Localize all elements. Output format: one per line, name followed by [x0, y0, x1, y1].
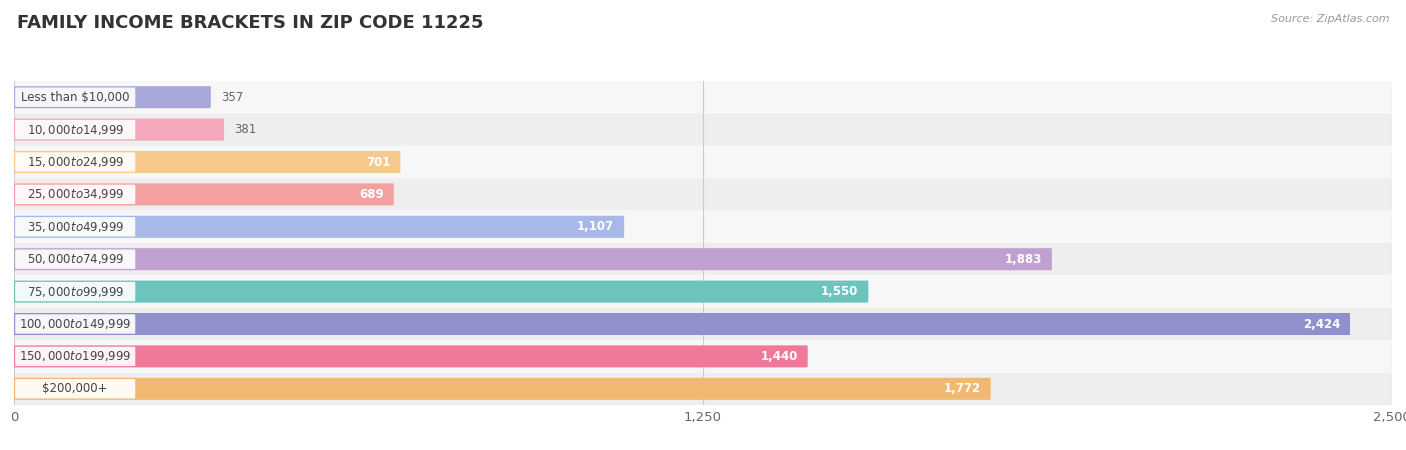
FancyBboxPatch shape: [14, 184, 394, 205]
FancyBboxPatch shape: [15, 152, 135, 172]
FancyBboxPatch shape: [15, 314, 135, 334]
Text: $150,000 to $199,999: $150,000 to $199,999: [20, 349, 131, 364]
Text: $100,000 to $149,999: $100,000 to $149,999: [20, 317, 131, 331]
Text: FAMILY INCOME BRACKETS IN ZIP CODE 11225: FAMILY INCOME BRACKETS IN ZIP CODE 11225: [17, 14, 484, 32]
FancyBboxPatch shape: [15, 379, 135, 399]
FancyBboxPatch shape: [15, 282, 135, 302]
FancyBboxPatch shape: [14, 178, 1392, 211]
FancyBboxPatch shape: [14, 373, 1392, 405]
FancyBboxPatch shape: [15, 217, 135, 237]
FancyBboxPatch shape: [14, 346, 807, 367]
FancyBboxPatch shape: [14, 308, 1392, 340]
FancyBboxPatch shape: [14, 378, 991, 400]
FancyBboxPatch shape: [14, 340, 1392, 373]
FancyBboxPatch shape: [14, 81, 1392, 113]
FancyBboxPatch shape: [14, 119, 224, 140]
Text: 1,883: 1,883: [1004, 253, 1042, 266]
Text: 381: 381: [233, 123, 256, 136]
FancyBboxPatch shape: [15, 184, 135, 204]
FancyBboxPatch shape: [14, 313, 1350, 335]
FancyBboxPatch shape: [15, 120, 135, 140]
FancyBboxPatch shape: [14, 281, 869, 302]
FancyBboxPatch shape: [14, 216, 624, 238]
FancyBboxPatch shape: [14, 275, 1392, 308]
Text: 1,772: 1,772: [943, 382, 981, 395]
FancyBboxPatch shape: [14, 113, 1392, 146]
FancyBboxPatch shape: [15, 87, 135, 107]
FancyBboxPatch shape: [15, 249, 135, 269]
FancyBboxPatch shape: [14, 146, 1392, 178]
Text: 357: 357: [221, 91, 243, 104]
Text: 1,107: 1,107: [576, 220, 614, 233]
FancyBboxPatch shape: [14, 243, 1392, 275]
Text: $15,000 to $24,999: $15,000 to $24,999: [27, 155, 124, 169]
FancyBboxPatch shape: [14, 211, 1392, 243]
Text: $35,000 to $49,999: $35,000 to $49,999: [27, 220, 124, 234]
Text: Source: ZipAtlas.com: Source: ZipAtlas.com: [1271, 14, 1389, 23]
Text: 2,424: 2,424: [1303, 318, 1340, 330]
Text: 689: 689: [359, 188, 384, 201]
Text: $50,000 to $74,999: $50,000 to $74,999: [27, 252, 124, 266]
Text: 1,550: 1,550: [821, 285, 859, 298]
Text: Less than $10,000: Less than $10,000: [21, 91, 129, 104]
Text: $75,000 to $99,999: $75,000 to $99,999: [27, 284, 124, 299]
Text: $10,000 to $14,999: $10,000 to $14,999: [27, 122, 124, 137]
Text: $200,000+: $200,000+: [42, 382, 108, 395]
FancyBboxPatch shape: [14, 86, 211, 108]
Text: 1,440: 1,440: [761, 350, 797, 363]
Text: $25,000 to $34,999: $25,000 to $34,999: [27, 187, 124, 202]
Text: 701: 701: [366, 156, 391, 168]
FancyBboxPatch shape: [14, 151, 401, 173]
FancyBboxPatch shape: [15, 346, 135, 366]
FancyBboxPatch shape: [14, 248, 1052, 270]
